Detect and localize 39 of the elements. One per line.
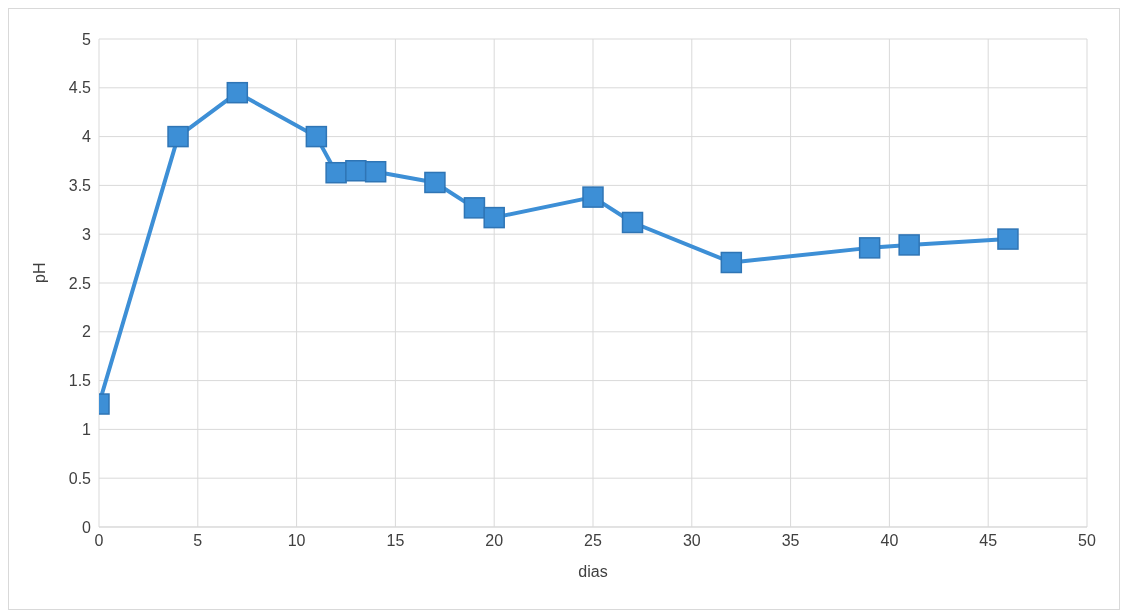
x-tick-label: 0	[94, 532, 104, 550]
y-tick-label: 1.5	[68, 372, 92, 390]
y-tick-label: 5	[82, 30, 92, 48]
point	[621, 211, 644, 234]
x-tick-label: 35	[781, 532, 800, 550]
y-tick-label: 2.5	[68, 274, 92, 292]
point	[345, 160, 367, 182]
x-tick-label: 40	[880, 532, 899, 550]
y-tick-label: 0.5	[68, 469, 92, 487]
point	[167, 125, 189, 148]
point	[720, 251, 743, 274]
y-tick-label: 2	[82, 323, 92, 341]
x-tick-label: 30	[682, 532, 701, 550]
x-tick-label: 50	[1078, 532, 1096, 550]
x-tick-label: 5	[193, 532, 203, 550]
point	[898, 234, 920, 256]
point	[997, 228, 1019, 250]
x-tick-label: 20	[485, 532, 504, 550]
point	[226, 81, 249, 104]
y-tick-label: 3	[82, 225, 92, 243]
point	[305, 125, 328, 148]
x-tick-label: 25	[584, 532, 602, 550]
point	[424, 171, 446, 194]
point	[582, 186, 604, 208]
x-axis-title: dias	[578, 563, 608, 580]
x-tick-label: 45	[979, 532, 998, 550]
y-tick-label: 4	[82, 128, 92, 146]
y-tick-label: 4.5	[68, 79, 92, 97]
point	[364, 160, 387, 183]
point	[483, 206, 505, 229]
x-tick-label: 15	[386, 532, 405, 550]
y-axis-title: pH	[30, 262, 48, 283]
point	[858, 237, 881, 259]
point	[325, 161, 347, 184]
x-tick-label: 10	[287, 532, 306, 550]
y-tick-label: 3.5	[68, 177, 92, 195]
y-tick-label: 0	[82, 518, 92, 536]
point	[463, 197, 486, 219]
y-tick-label: 1	[82, 421, 92, 439]
